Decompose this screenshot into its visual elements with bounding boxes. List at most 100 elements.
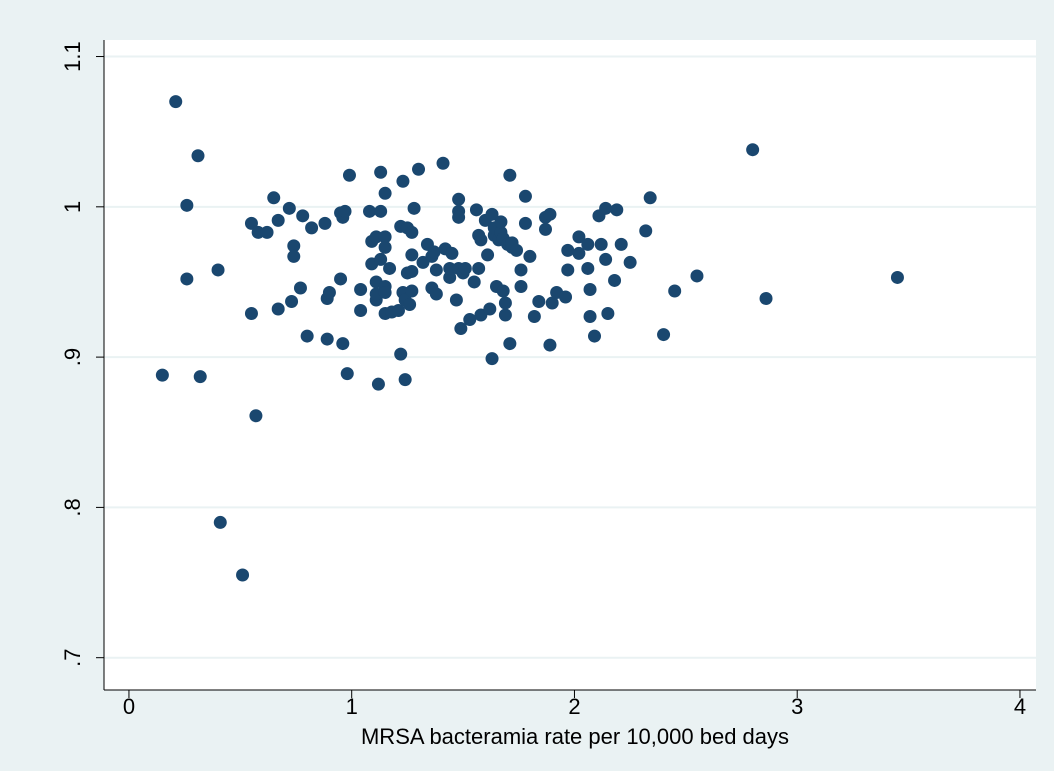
point xyxy=(405,248,419,262)
point xyxy=(483,302,497,316)
point xyxy=(287,249,301,263)
point xyxy=(639,224,653,238)
x-tick-label: 4 xyxy=(1014,694,1026,719)
point xyxy=(354,282,368,296)
point xyxy=(485,207,499,221)
point xyxy=(193,370,207,384)
point xyxy=(443,270,457,284)
point xyxy=(474,233,488,247)
x-tick-label: 0 xyxy=(123,694,135,719)
point xyxy=(236,568,250,582)
point xyxy=(514,263,528,277)
point xyxy=(452,210,466,224)
point xyxy=(287,239,301,253)
point xyxy=(169,95,183,109)
point xyxy=(305,221,319,235)
point xyxy=(463,313,477,327)
point xyxy=(334,272,348,286)
point xyxy=(503,337,517,351)
point xyxy=(503,168,517,182)
point xyxy=(340,367,354,381)
point xyxy=(458,261,472,275)
point xyxy=(690,269,704,283)
point xyxy=(378,230,392,244)
point xyxy=(449,293,463,307)
point xyxy=(155,368,169,382)
point xyxy=(643,191,657,205)
point xyxy=(363,204,377,218)
point xyxy=(318,216,332,230)
point xyxy=(510,243,524,257)
point xyxy=(405,264,419,278)
point xyxy=(378,186,392,200)
point xyxy=(538,222,552,236)
point xyxy=(191,149,205,163)
point xyxy=(467,275,481,289)
point xyxy=(523,249,537,263)
point xyxy=(543,207,557,221)
point xyxy=(300,329,314,343)
point xyxy=(559,290,573,304)
point xyxy=(445,246,459,260)
point xyxy=(429,287,443,301)
point xyxy=(354,304,368,318)
point xyxy=(498,296,512,310)
point xyxy=(443,261,457,275)
point xyxy=(213,515,227,529)
point xyxy=(374,165,388,179)
point xyxy=(342,168,356,182)
y-tick-label: .9 xyxy=(60,348,85,366)
point xyxy=(403,298,417,312)
point xyxy=(601,307,615,321)
point xyxy=(436,156,450,170)
point xyxy=(427,245,441,259)
point xyxy=(599,252,613,266)
point xyxy=(657,328,671,342)
plot-area xyxy=(104,40,1036,690)
point xyxy=(336,337,350,351)
point xyxy=(583,282,597,296)
point xyxy=(498,308,512,322)
point xyxy=(322,285,336,299)
point xyxy=(469,203,483,217)
point xyxy=(282,201,296,215)
point xyxy=(561,263,575,277)
point xyxy=(485,352,499,366)
point xyxy=(407,201,421,215)
point xyxy=(518,189,532,203)
point xyxy=(610,203,624,217)
point xyxy=(320,332,334,346)
point xyxy=(369,230,383,244)
point xyxy=(374,252,388,266)
point xyxy=(378,240,392,254)
y-tick-label: .7 xyxy=(60,649,85,667)
point xyxy=(545,296,559,310)
y-tick-label: 1 xyxy=(60,201,85,213)
point xyxy=(267,191,281,205)
point xyxy=(429,263,443,277)
point xyxy=(271,213,285,227)
point xyxy=(383,261,397,275)
point xyxy=(260,225,274,239)
point xyxy=(668,284,682,298)
point xyxy=(180,272,194,286)
point xyxy=(759,291,773,305)
point xyxy=(572,246,586,260)
x-axis-label: MRSA bacteramia rate per 10,000 bed days xyxy=(361,724,789,749)
point xyxy=(391,304,405,318)
point xyxy=(472,261,486,275)
point xyxy=(746,143,760,157)
point xyxy=(452,192,466,206)
point xyxy=(481,248,495,262)
point xyxy=(405,225,419,239)
point xyxy=(296,209,310,223)
point xyxy=(271,302,285,316)
point xyxy=(583,310,597,324)
point xyxy=(374,204,388,218)
point xyxy=(371,377,385,391)
x-tick-label: 2 xyxy=(568,694,580,719)
point xyxy=(890,270,904,284)
point xyxy=(623,255,637,269)
point xyxy=(396,174,410,188)
x-tick-label: 1 xyxy=(346,694,358,719)
